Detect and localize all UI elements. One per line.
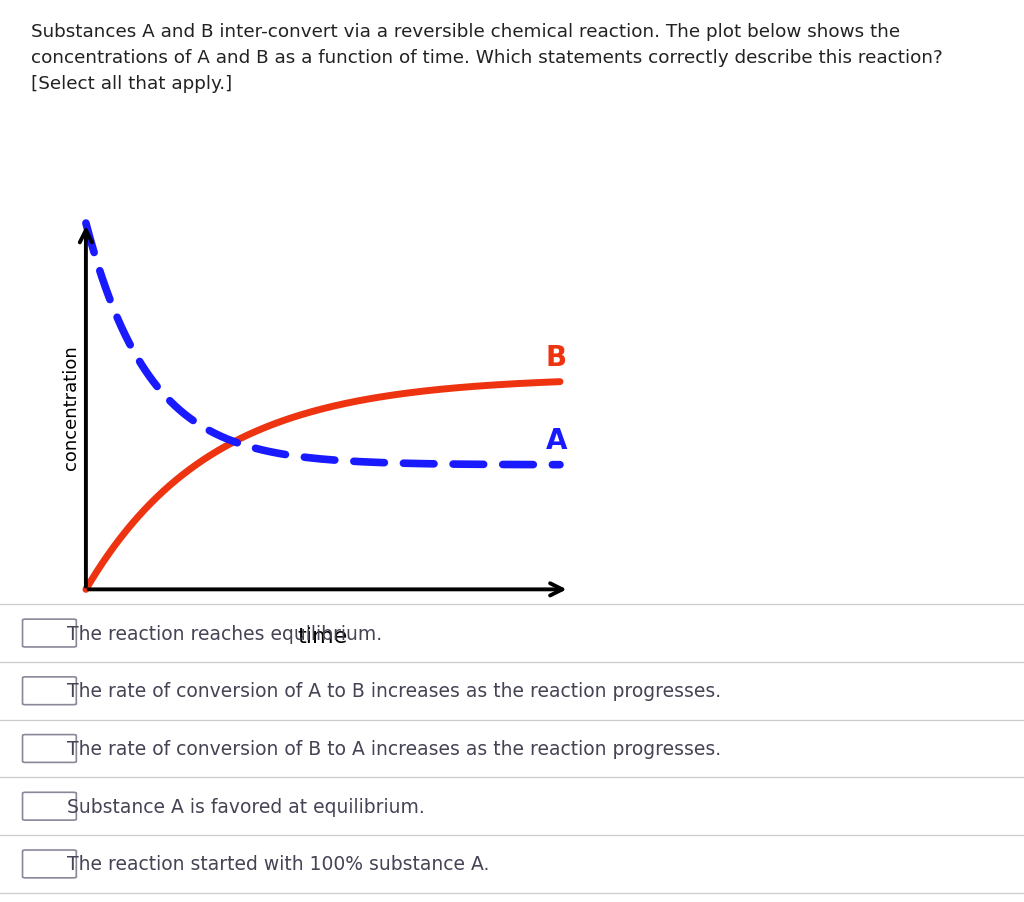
FancyBboxPatch shape — [23, 735, 77, 762]
FancyBboxPatch shape — [23, 793, 77, 820]
Text: Substances A and B inter-convert via a reversible chemical reaction. The plot be: Substances A and B inter-convert via a r… — [31, 23, 942, 93]
Text: The reaction reaches equilibrium.: The reaction reaches equilibrium. — [67, 624, 382, 643]
Text: concentration: concentration — [61, 345, 80, 469]
Text: Substance A is favored at equilibrium.: Substance A is favored at equilibrium. — [67, 796, 424, 815]
Text: A: A — [546, 427, 567, 455]
FancyBboxPatch shape — [23, 850, 77, 878]
FancyBboxPatch shape — [23, 620, 77, 648]
Text: B: B — [546, 344, 567, 372]
FancyBboxPatch shape — [23, 677, 77, 704]
Text: time: time — [298, 626, 348, 646]
Text: The rate of conversion of A to B increases as the reaction progresses.: The rate of conversion of A to B increas… — [67, 682, 721, 701]
Text: The rate of conversion of B to A increases as the reaction progresses.: The rate of conversion of B to A increas… — [67, 739, 721, 759]
Text: The reaction started with 100% substance A.: The reaction started with 100% substance… — [67, 854, 488, 873]
